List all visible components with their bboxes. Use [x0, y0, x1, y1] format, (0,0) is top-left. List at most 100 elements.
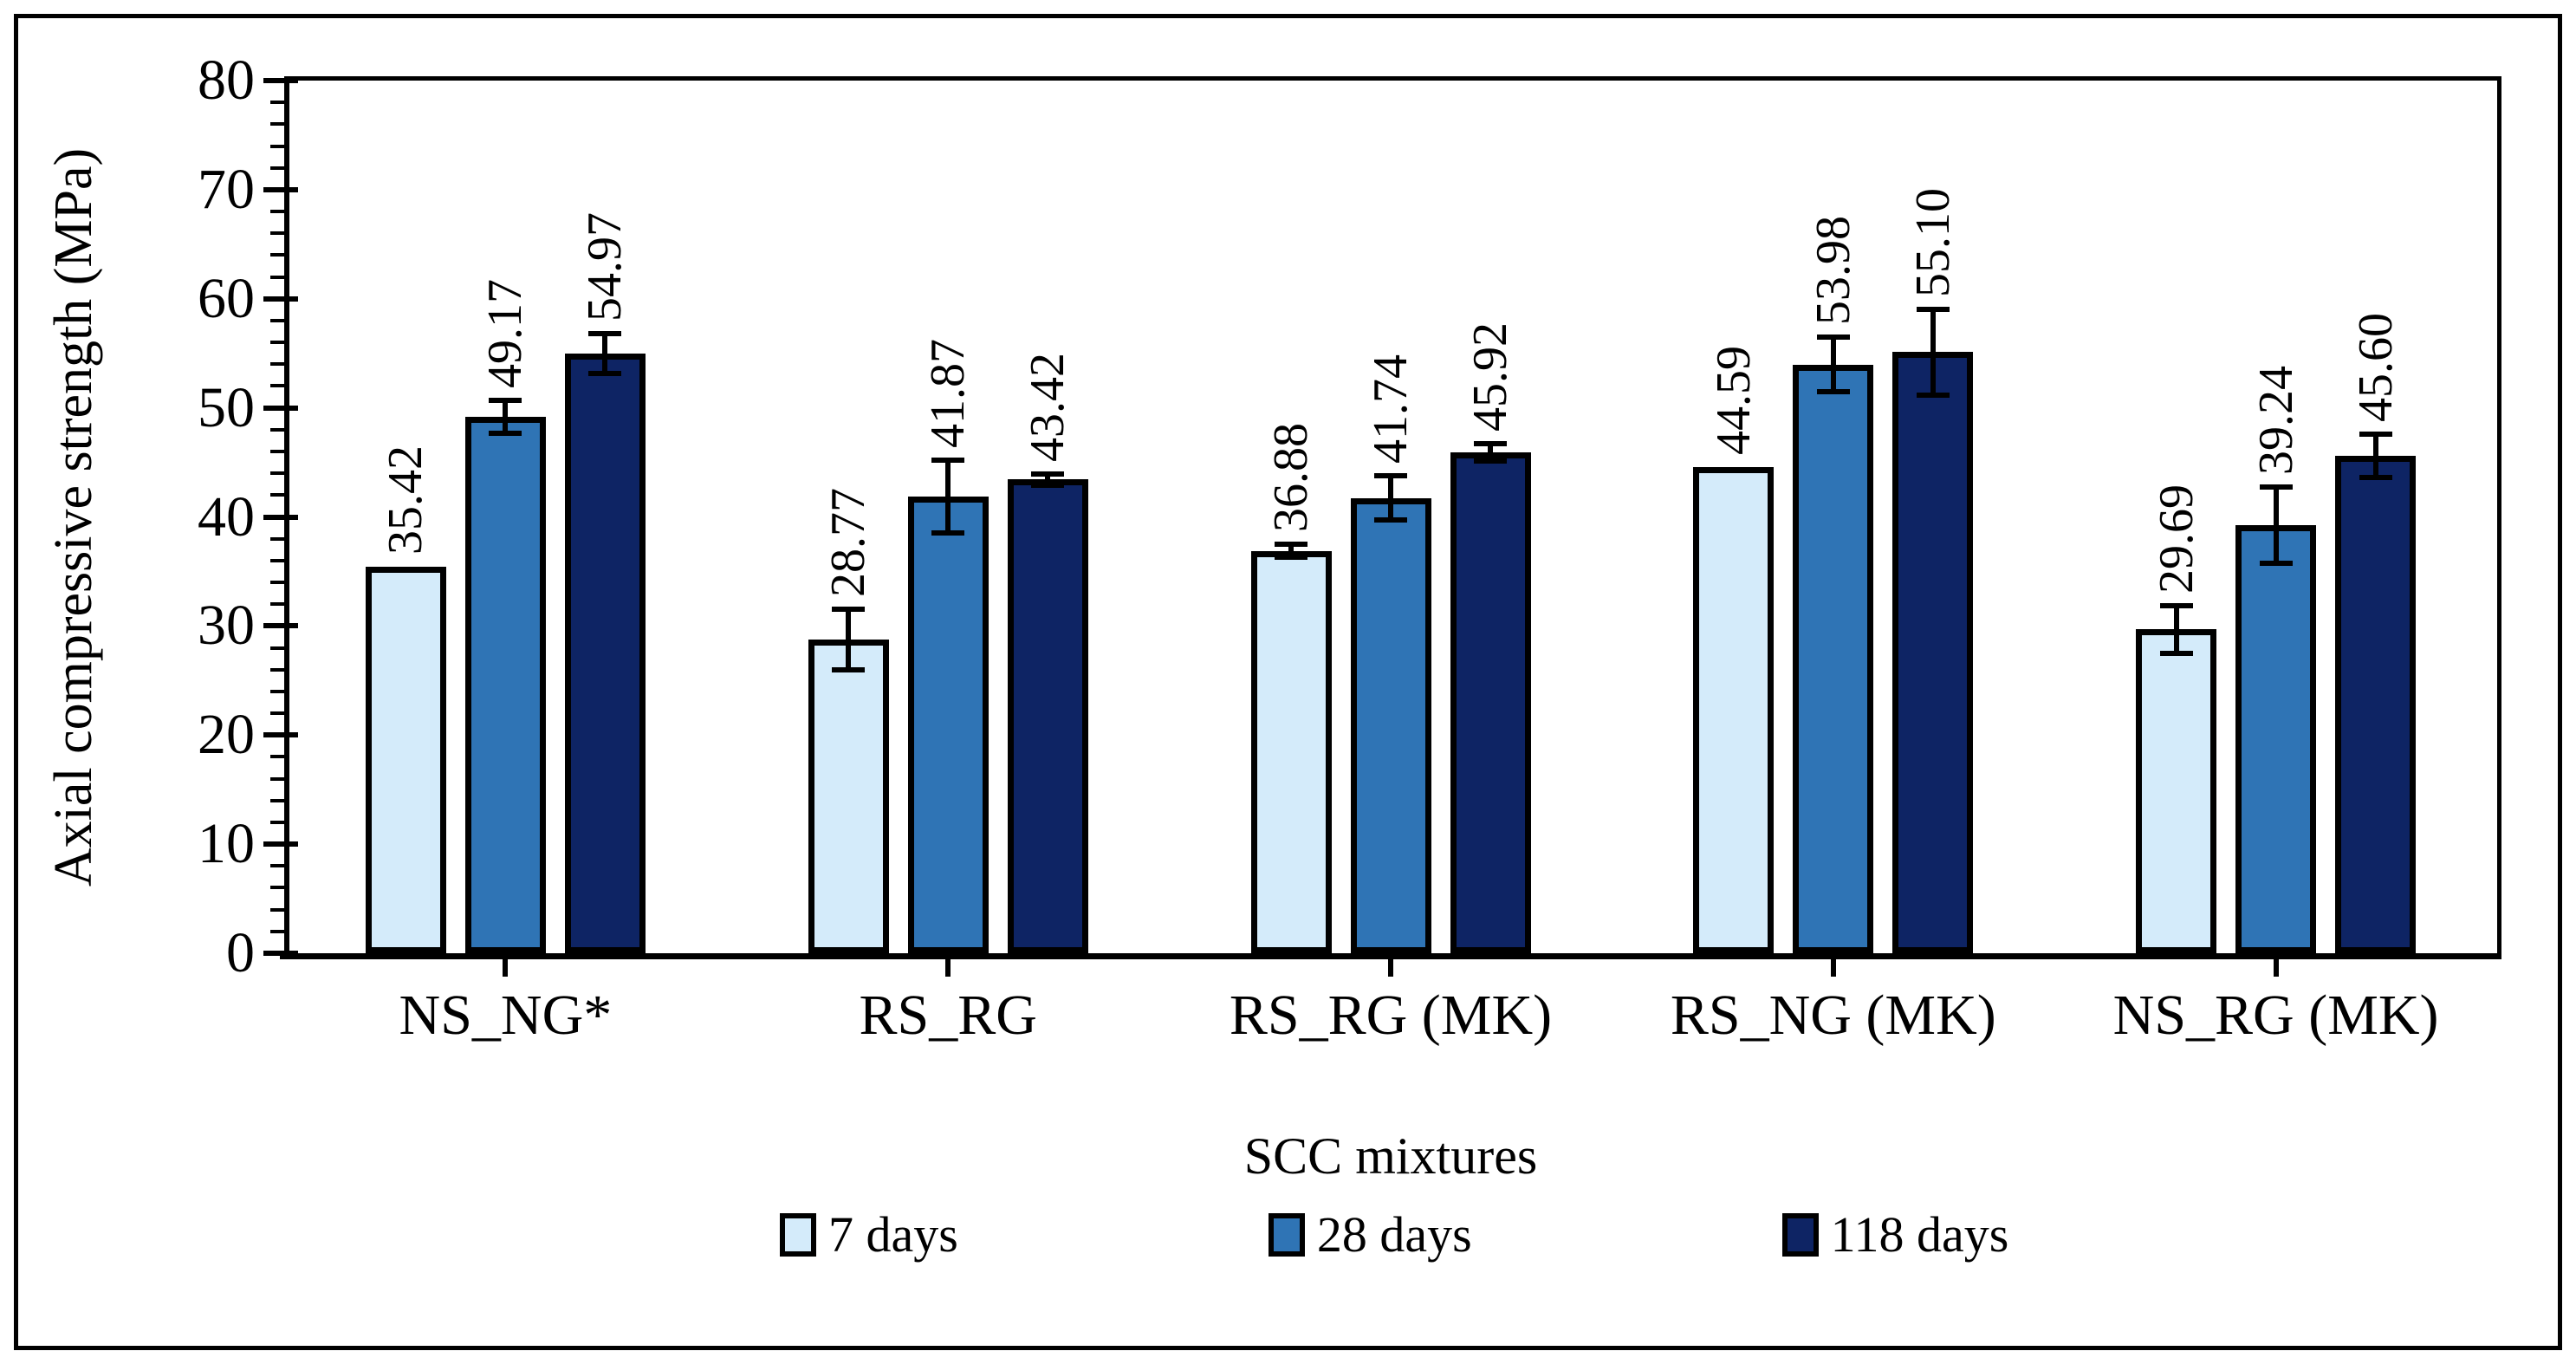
y-minor-tick — [270, 755, 284, 759]
y-minor-tick — [270, 667, 284, 672]
x-category-tick — [2273, 953, 2279, 977]
value-label: 29.69 — [2149, 484, 2203, 594]
bar-28-days-5 — [2235, 525, 2317, 953]
error-bar-cap-bottom — [1031, 482, 1065, 488]
y-minor-tick — [270, 318, 284, 322]
y-minor-tick — [270, 929, 284, 933]
error-bar-cap-bottom — [2359, 475, 2392, 481]
y-major-tick — [263, 951, 298, 956]
x-category-label: RS_RG — [859, 984, 1037, 1047]
error-bar-line — [503, 400, 509, 433]
error-bar-cap-top — [1474, 440, 1507, 446]
error-bar-cap-top — [2159, 602, 2193, 608]
error-bar-cap-bottom — [2159, 650, 2193, 656]
y-tick-label: 60 — [198, 266, 255, 330]
error-bar-line — [945, 460, 951, 533]
error-bar-line — [2173, 605, 2179, 653]
error-bar-cap-bottom — [931, 529, 965, 536]
error-bar-line — [1488, 443, 1493, 462]
legend-label: 28 days — [1316, 1206, 1472, 1263]
error-bar-cap-top — [931, 458, 965, 464]
y-minor-tick — [270, 820, 284, 824]
bar-118-days-5 — [2335, 456, 2417, 953]
error-bar-cap-top — [1916, 307, 1950, 313]
x-category-label: RS_RG (MK) — [1229, 984, 1553, 1047]
plot-right-border — [2497, 76, 2501, 958]
y-minor-tick — [270, 362, 284, 367]
value-label: 41.87 — [921, 339, 976, 449]
error-bar-line — [2372, 433, 2378, 478]
figure-border — [14, 14, 2562, 1350]
legend-swatch — [1781, 1213, 1819, 1257]
bar-28-days-4 — [1793, 364, 1874, 953]
error-bar-line — [1930, 309, 1936, 395]
value-label: 44.59 — [1706, 345, 1761, 455]
value-label: 54.97 — [578, 212, 633, 322]
y-minor-tick — [270, 646, 284, 650]
error-bar-cap-top — [832, 606, 866, 612]
y-minor-tick — [270, 341, 284, 345]
error-bar-cap-bottom — [489, 430, 522, 436]
y-major-tick — [263, 186, 298, 192]
y-minor-tick — [270, 449, 284, 453]
y-major-tick — [263, 514, 298, 520]
bar-28-days-2 — [907, 496, 989, 953]
error-bar-cap-bottom — [832, 667, 866, 673]
y-minor-tick — [270, 231, 284, 236]
y-minor-tick — [270, 711, 284, 716]
plot-top-border — [284, 76, 2501, 81]
y-minor-tick — [270, 886, 284, 890]
bar-28-days-1 — [464, 417, 546, 953]
error-bar-line — [2273, 487, 2279, 564]
value-label: 35.42 — [379, 445, 433, 555]
y-tick-label: 70 — [198, 157, 255, 221]
value-label: 55.10 — [1905, 188, 1960, 298]
y-major-tick — [263, 732, 298, 738]
legend-swatch — [1268, 1213, 1305, 1257]
y-tick-label: 50 — [198, 375, 255, 439]
y-tick-label: 80 — [198, 49, 255, 112]
y-minor-tick — [270, 536, 284, 541]
bar-7-days-3 — [1250, 550, 1332, 953]
bar-7-days-2 — [808, 639, 889, 953]
y-minor-tick — [270, 602, 284, 607]
bar-7-days-1 — [365, 567, 446, 953]
legend: 7 days 28 days 118 days — [780, 1206, 2008, 1263]
value-label: 49.17 — [478, 279, 533, 389]
y-major-tick — [263, 405, 298, 411]
x-axis-title: SCC mixtures — [1243, 1127, 1538, 1185]
error-bar-line — [602, 334, 608, 373]
x-category-label: NS_RG (MK) — [2112, 984, 2439, 1047]
y-tick-label: 30 — [198, 594, 255, 658]
value-label: 43.42 — [1021, 353, 1075, 463]
y-minor-tick — [270, 275, 284, 279]
error-bar-line — [846, 608, 852, 671]
error-bar-line — [1830, 337, 1836, 392]
legend-item-7-days: 7 days — [780, 1208, 958, 1262]
y-tick-label: 10 — [198, 812, 255, 876]
y-minor-tick — [270, 907, 284, 912]
error-bar-cap-bottom — [1374, 516, 1407, 523]
y-minor-tick — [270, 689, 284, 693]
error-bar-cap-bottom — [1916, 392, 1950, 398]
error-bar-cap-bottom — [1275, 555, 1307, 561]
bar-118-days-1 — [564, 354, 646, 953]
error-bar-line — [1288, 544, 1294, 558]
x-category-tick — [945, 953, 951, 977]
error-bar-cap-top — [1031, 471, 1065, 477]
error-bar-cap-bottom — [2259, 561, 2293, 567]
y-minor-tick — [270, 776, 284, 781]
bar-7-days-4 — [1693, 466, 1775, 953]
legend-item-118-days: 118 days — [1781, 1208, 2008, 1262]
x-category-tick — [1388, 953, 1393, 977]
x-category-tick — [503, 953, 509, 977]
bar-118-days-3 — [1450, 451, 1531, 953]
bar-28-days-3 — [1350, 497, 1431, 953]
y-minor-tick — [270, 166, 284, 170]
value-label: 53.98 — [1806, 216, 1860, 326]
error-bar-cap-top — [588, 331, 622, 337]
legend-item-28-days: 28 days — [1268, 1206, 1472, 1263]
y-major-tick — [263, 296, 298, 302]
y-minor-tick — [270, 253, 284, 257]
